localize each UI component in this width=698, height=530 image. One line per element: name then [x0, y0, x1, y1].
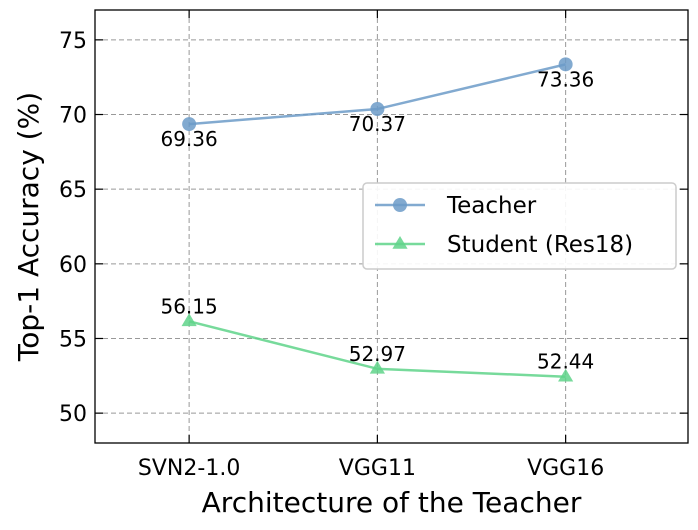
data-label: 52.44 — [537, 350, 594, 374]
y-tick-label: 65 — [59, 178, 87, 203]
tick-labels: 50 55 60 65 70 75 SVN2-1.0 VGG11 VGG16 — [59, 29, 604, 481]
data-labels: 69.36 70.37 73.36 56.15 52.97 52.44 — [160, 67, 594, 373]
x-tick-label: SVN2-1.0 — [138, 456, 240, 481]
data-label: 73.36 — [537, 67, 594, 91]
series-layer — [181, 57, 574, 382]
data-label: 52.97 — [349, 342, 406, 366]
data-point — [558, 57, 573, 72]
legend-marker — [392, 236, 408, 249]
legend-box — [362, 182, 677, 270]
y-axis-title: Top-1 Accuracy (%) — [12, 92, 45, 362]
y-tick-label: 50 — [59, 402, 87, 427]
y-tick-label: 60 — [59, 253, 87, 278]
y-tick-label: 55 — [59, 327, 87, 352]
plot-frame — [94, 9, 689, 444]
axis-ticks — [95, 10, 688, 443]
y-tick-label: 75 — [59, 29, 87, 54]
data-point — [370, 101, 385, 116]
x-tick-label: VGG11 — [339, 456, 416, 481]
data-label: 69.36 — [160, 127, 217, 151]
data-point — [558, 368, 574, 382]
data-label: 56.15 — [160, 294, 217, 318]
y-tick-label: 70 — [59, 104, 87, 129]
data-point — [181, 313, 197, 327]
legend-label: Teacher — [446, 193, 537, 219]
data-label: 70.37 — [349, 112, 406, 136]
x-axis-title: Architecture of the Teacher — [202, 486, 582, 519]
legend: Teacher Student (Res18) — [362, 182, 677, 270]
legend-label: Student (Res18) — [447, 232, 633, 258]
data-point — [369, 360, 385, 374]
legend-marker — [393, 198, 407, 212]
x-tick-label: VGG16 — [527, 456, 604, 481]
data-point — [182, 117, 197, 132]
